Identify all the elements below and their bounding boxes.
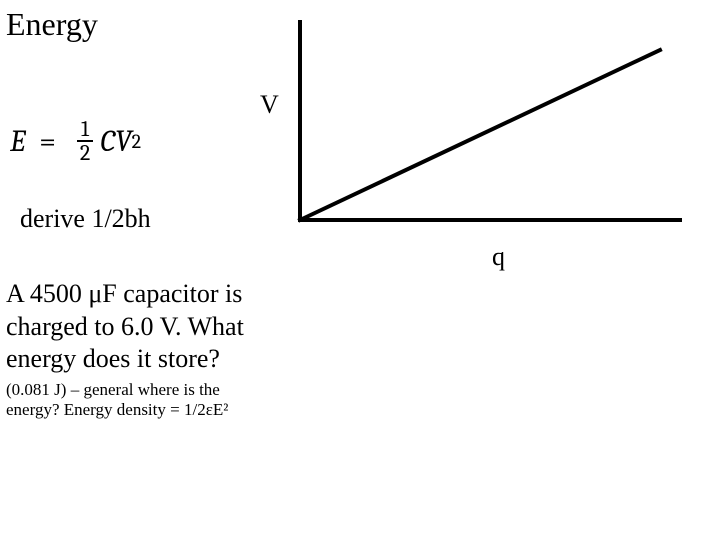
equation-var-v: V: [115, 124, 132, 159]
fraction-half: 1 2: [76, 118, 94, 164]
energy-equation: E = 1 2 C V 2: [10, 118, 141, 164]
page-title: Energy: [6, 6, 98, 43]
answer-note: (0.081 J) – general where is the energy?…: [6, 380, 276, 421]
equation-lhs: E: [10, 124, 25, 159]
equation-exponent: 2: [132, 130, 141, 153]
fraction-denominator: 2: [76, 142, 94, 164]
y-axis-label: V: [260, 90, 279, 120]
equals-sign: =: [39, 124, 56, 159]
problem-text: A 4500 μF capacitor is charged to 6.0 V.…: [6, 278, 286, 376]
fraction-numerator: 1: [77, 118, 93, 142]
x-axis-label: q: [492, 242, 505, 272]
equation-var-c: C: [100, 124, 115, 159]
derive-text: derive 1/2bh: [20, 204, 151, 234]
chart-svg: [290, 20, 690, 250]
vq-chart: [290, 20, 690, 250]
